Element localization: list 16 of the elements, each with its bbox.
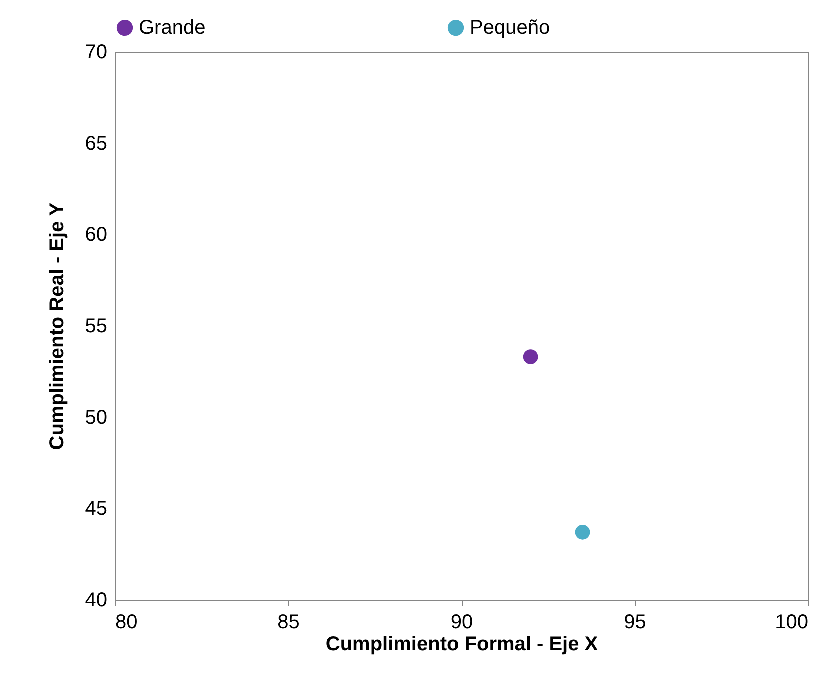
y-tick-label: 55 bbox=[85, 316, 108, 338]
y-tick-label: 70 bbox=[85, 42, 108, 64]
x-tick-label: 80 bbox=[116, 612, 138, 634]
y-tick-label: 60 bbox=[85, 224, 108, 246]
y-tick-label: 45 bbox=[85, 498, 108, 520]
x-tick-label: 85 bbox=[278, 612, 300, 634]
legend-label: Pequeño bbox=[470, 17, 550, 39]
x-axis-title: Cumplimiento Formal - Eje X bbox=[326, 634, 599, 656]
x-tick-label: 95 bbox=[624, 612, 646, 634]
x-tick-label: 90 bbox=[450, 612, 474, 634]
y-tick-label: 50 bbox=[85, 406, 108, 429]
legend-label: Grande bbox=[139, 17, 206, 39]
y-tick-label: 65 bbox=[85, 132, 108, 155]
x-tick-label: 100 bbox=[775, 612, 808, 634]
y-tick-label: 40 bbox=[85, 590, 108, 612]
y-axis-title: Cumplimiento Real - Eje Y bbox=[46, 202, 68, 450]
